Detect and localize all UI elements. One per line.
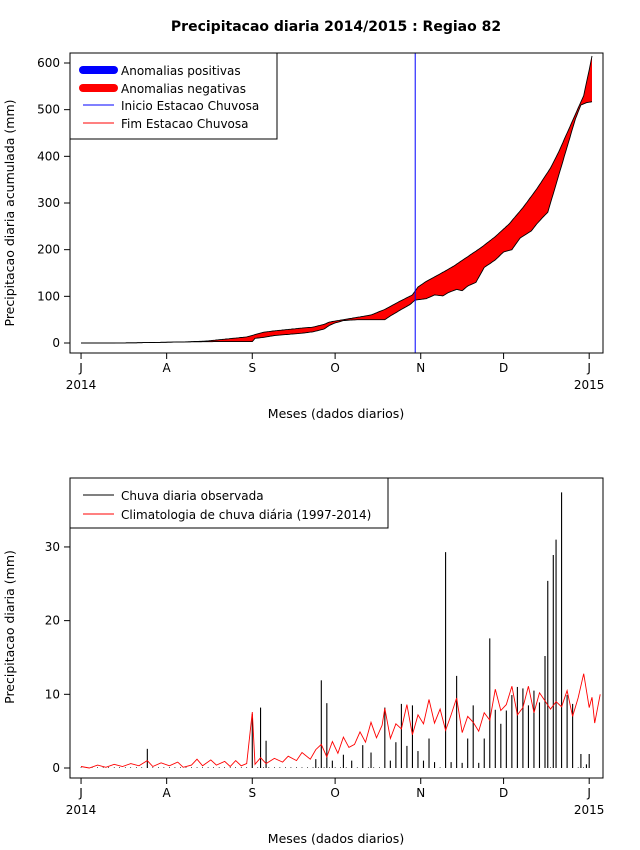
chart2-x-tick-label: S xyxy=(248,786,256,800)
chart1-y-tick-label: 500 xyxy=(37,103,60,117)
chart1-y-tick-label: 400 xyxy=(37,149,60,163)
chart2-observed-bars xyxy=(80,492,590,768)
legend-label-observed: Chuva diaria observada xyxy=(121,489,264,503)
chart1-x-tick-label: D xyxy=(499,361,508,375)
chart2-x-label: Meses (dados diarios) xyxy=(268,831,404,846)
chart2-x-tick-year: 2015 xyxy=(574,803,605,817)
chart1-anomaly-area xyxy=(81,56,592,343)
chart2-x-tick-year: 2014 xyxy=(66,803,97,817)
chart1-x-tick-label: N xyxy=(416,361,425,375)
legend-label-negative: Anomalias negativas xyxy=(121,82,246,96)
chart2-x-tick-label: J xyxy=(586,786,591,800)
legend-label-end: Fim Estacao Chuvosa xyxy=(121,117,249,131)
chart1-y-tick-label: 200 xyxy=(37,243,60,257)
chart2-x-tick-label: A xyxy=(163,786,172,800)
chart1-x-tick-year: 2015 xyxy=(574,378,605,392)
legend-label-start: Inicio Estacao Chuvosa xyxy=(121,99,259,113)
chart2-x-tick-label: N xyxy=(416,786,425,800)
chart1-x-tick-label: A xyxy=(163,361,172,375)
chart1-y-tick-label: 0 xyxy=(52,336,60,350)
chart1-lines xyxy=(81,53,593,353)
chart2-x-axis: J 2014 A S O N D J 2015 xyxy=(66,777,605,817)
chart1-legend: Anomalias positivas Anomalias negativas … xyxy=(69,52,278,140)
chart1-y-tick-label: 600 xyxy=(37,56,60,70)
chart2-x-tick-label: O xyxy=(330,786,339,800)
chart2-y-axis: 0 10 20 30 xyxy=(45,540,71,775)
chart2-climatology xyxy=(80,673,601,769)
chart1-y-tick-label: 300 xyxy=(37,196,60,210)
chart1-x-tick-label: J xyxy=(78,361,83,375)
chart2-y-tick-label: 0 xyxy=(52,761,60,775)
chart1-x-tick-year: 2014 xyxy=(66,378,97,392)
chart1-x-tick-label: J xyxy=(586,361,591,375)
legend-label-climatology: Climatologia de chuva diária (1997-2014) xyxy=(121,508,371,522)
legend-label-positive: Anomalias positivas xyxy=(121,64,241,78)
chart1-x-axis: J 2014 A S O N D J 2015 xyxy=(66,352,605,392)
chart1-x-tick-label: O xyxy=(330,361,339,375)
chart2-y-tick-label: 20 xyxy=(45,614,60,628)
anomaly-negative-area xyxy=(81,56,592,343)
chart2-y-label: Precipitacao diaria (mm) xyxy=(2,550,17,704)
chart2-x-tick-label: D xyxy=(499,786,508,800)
chart1-x-tick-label: S xyxy=(248,361,256,375)
chart1-x-label: Meses (dados diarios) xyxy=(268,406,404,421)
chart2-legend-box xyxy=(69,477,389,529)
chart1-y-axis: 0 100 200 300 400 500 600 xyxy=(37,56,71,350)
chart1-y-tick-label: 100 xyxy=(37,289,60,303)
chart2-y-tick-label: 10 xyxy=(45,687,60,701)
chart1-y-label: Precipitacao diaria acumulada (mm) xyxy=(2,99,17,326)
observed-cumulative-line xyxy=(81,101,593,344)
chart2-y-tick-label: 30 xyxy=(45,540,60,554)
chart2-x-tick-label: J xyxy=(78,786,83,800)
chart1-title: Precipitacao diaria 2014/2015 : Regiao 8… xyxy=(171,19,501,35)
climatology-daily-line xyxy=(80,673,601,769)
chart2-legend: Chuva diaria observada Climatologia de c… xyxy=(69,477,389,529)
